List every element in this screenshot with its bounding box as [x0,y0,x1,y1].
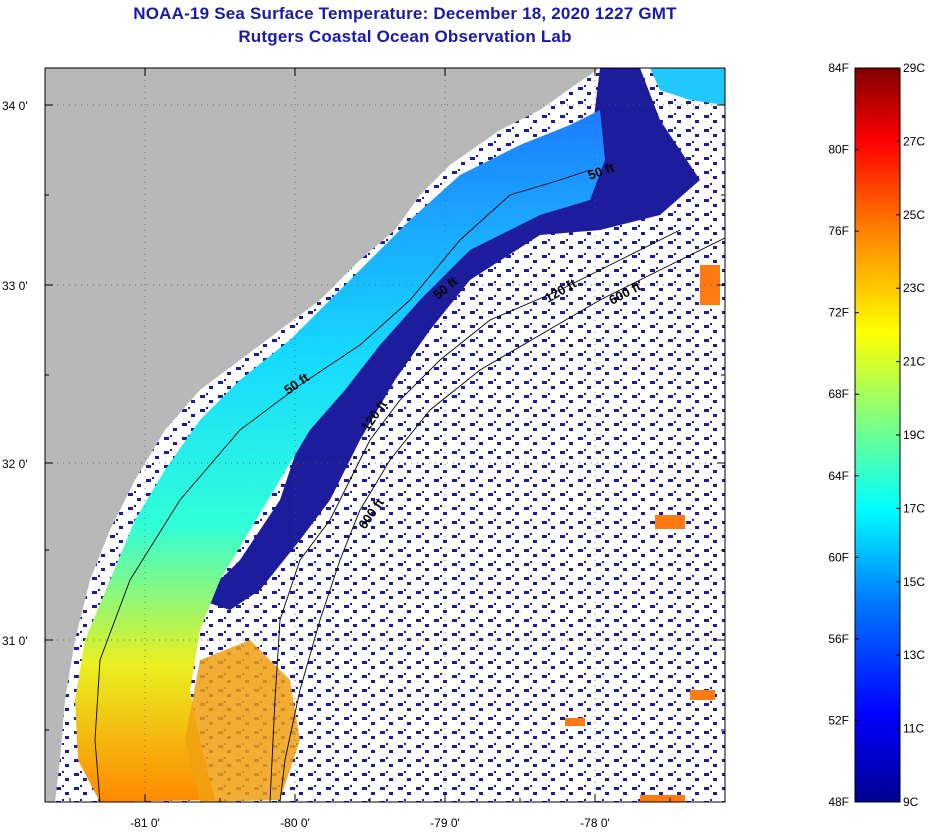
nearshore-water [75,110,605,802]
colorbar-label-c: 23C [903,281,925,295]
map-frame [44,67,726,803]
graticule [45,68,725,802]
colorbar-label-f: 48F [828,795,849,809]
colorbar-label-c: 17C [903,501,925,515]
colorbar-label-c: 11C [903,722,924,736]
lat-label-32: 32 0' [2,457,28,471]
lat-label-34: 34 0' [2,99,28,113]
colorbar-label-c: 29C [903,61,925,75]
contour-120ft [269,229,681,802]
isobaths [94,169,725,802]
colorbar-label-c: 21C [903,355,925,369]
colorbar-label-f: 60F [828,550,849,564]
colorbar-label-f: 52F [828,713,849,727]
colorbar-label-f: 84F [828,61,849,75]
colorbar-label-f: 80F [828,143,849,157]
lat-label-33: 33 0' [2,279,28,293]
lon-label-80: -80 0' [280,816,310,830]
colorbar-label-c: 15C [903,575,925,589]
land-area [45,68,600,802]
contour-600ft [279,237,725,802]
warm-strip-ne [650,68,725,105]
chart-title: NOAA-19 Sea Surface Temperature: Decembe… [133,4,677,23]
colorbar-label-c: 25C [903,208,925,222]
axis-ticks [45,68,725,802]
colorbar-gradient [854,67,901,803]
warm-pixels [565,265,720,802]
colorbar-label-c: 27C [903,134,925,148]
contour-50ft [94,169,591,802]
lat-label-31: 31 0' [2,634,28,648]
warm-patch [185,640,300,802]
colorbar-label-f: 68F [828,387,849,401]
lon-label-78: -78 0' [580,816,610,830]
colorbar-label-f: 72F [828,306,849,320]
colorbar: 84F 80F 76F 72F 68F 64F 60F 56F 52F 48F 29C 27C 25C… [828,61,925,809]
colorbar-label-f: 56F [828,632,849,646]
lon-label-81: -81 0' [130,816,160,830]
colorbar-label-f: 64F [828,469,849,483]
chart-subtitle: Rutgers Coastal Ocean Observation Lab [238,27,572,46]
colorbar-label-f: 76F [828,224,849,238]
colorbar-label-c: 9C [903,795,919,809]
lon-label-79: -79 0' [430,816,460,830]
colorbar-label-c: 19C [903,428,925,442]
colorbar-label-c: 13C [903,648,925,662]
